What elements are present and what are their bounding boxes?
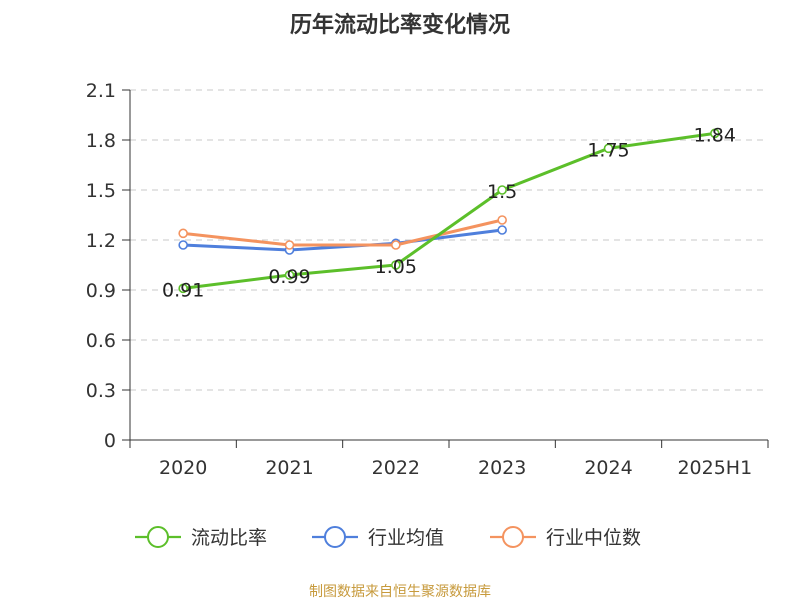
- x-tick-label: 2020: [159, 457, 207, 479]
- y-tick-label: 1.8: [86, 130, 116, 152]
- legend-marker: [502, 526, 524, 548]
- legend-label: 行业中位数: [546, 527, 641, 549]
- series-2: [178, 215, 507, 250]
- legend-marker: [147, 526, 169, 548]
- data-point[interactable]: [710, 128, 720, 139]
- source-note: 制图数据来自恒生聚源数据库: [309, 584, 491, 600]
- legend-marker: [324, 526, 346, 548]
- legend-label: 行业均值: [368, 527, 444, 549]
- data-point[interactable]: [497, 215, 507, 225]
- legend-item[interactable]: 流动比率: [135, 526, 267, 549]
- series: [178, 128, 720, 294]
- y-tick-label: 1.5: [86, 180, 116, 202]
- series-line: [183, 228, 503, 252]
- x-tick-label: 2024: [584, 457, 632, 479]
- data-point[interactable]: [391, 240, 401, 250]
- y-tick-label: 0.6: [86, 330, 116, 352]
- data-point[interactable]: [497, 185, 507, 195]
- data-label: 1.75: [587, 139, 629, 161]
- grid: [130, 89, 768, 391]
- legend-label: 流动比率: [191, 527, 267, 549]
- x-tick-label: 2022: [372, 457, 420, 479]
- y-tick-label: 0.3: [86, 380, 116, 402]
- data-label: 0.91: [162, 279, 204, 301]
- data-point[interactable]: [284, 270, 295, 280]
- data-point[interactable]: [391, 260, 401, 270]
- series-line: [182, 131, 716, 290]
- y-tick-label: 2.1: [86, 80, 116, 102]
- legend-item[interactable]: 行业均值: [312, 526, 444, 549]
- data-label: 1.84: [694, 124, 736, 146]
- y-tick-label: 1.2: [86, 230, 116, 252]
- y-tick-label: 0.9: [86, 280, 116, 302]
- data-label: 1.05: [375, 256, 417, 278]
- y-tick-label: 0: [104, 430, 116, 452]
- data-point[interactable]: [178, 283, 188, 294]
- data-point[interactable]: [497, 225, 507, 235]
- data-point[interactable]: [284, 240, 295, 250]
- data-point[interactable]: [178, 228, 188, 239]
- data-label: 1.5: [487, 181, 517, 203]
- legend[interactable]: 流动比率 行业均值 行业中位数: [135, 526, 641, 549]
- data-labels: 0.91 0.99 1.05 1.5 1.75 1.84: [162, 124, 736, 301]
- chart-title: 历年流动比率变化情况: [290, 12, 510, 38]
- data-point[interactable]: [603, 143, 614, 154]
- axes: 0 0.3 0.6 0.9 1.2 1.5 1.8 2.1 2020 2021 2022 2023 20…: [86, 80, 769, 479]
- series-0: [178, 128, 720, 294]
- x-tick-label: 2023: [478, 457, 526, 479]
- data-label: 0.99: [268, 266, 310, 288]
- legend-item[interactable]: 行业中位数: [490, 526, 641, 549]
- x-tick-label: 2025H1: [677, 457, 752, 479]
- data-point[interactable]: [178, 240, 188, 250]
- series-line: [183, 218, 503, 247]
- x-tick-label: 2021: [265, 457, 313, 479]
